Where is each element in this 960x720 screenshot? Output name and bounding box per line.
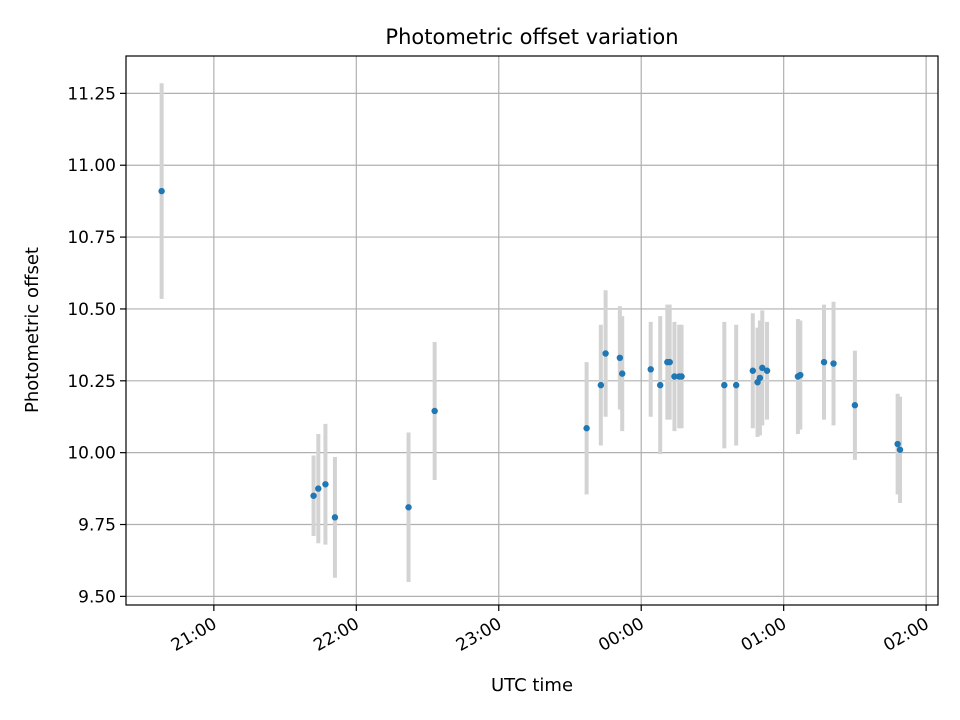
- data-point: [647, 366, 654, 373]
- data-point: [602, 350, 609, 357]
- data-point: [759, 364, 766, 372]
- y-tick-label: 10.75: [67, 228, 116, 248]
- x-axis-ticks: 21:00 22:00 23:00 00:00 01:00 02:00: [168, 605, 933, 656]
- y-tick-label: 9.75: [78, 516, 116, 536]
- error-bars: [159, 83, 903, 583]
- data-point: [894, 440, 901, 448]
- data-point: [721, 381, 728, 389]
- x-axis-title: UTC time: [491, 675, 573, 696]
- data-point: [671, 373, 678, 380]
- data-point: [763, 367, 771, 374]
- data-point: [732, 381, 740, 389]
- y-tick-label: 9.50: [78, 587, 116, 607]
- data-point: [597, 381, 605, 389]
- y-axis-title: Photometric offset: [22, 247, 43, 413]
- data-point: [431, 407, 438, 415]
- x-tick-label: 02:00: [880, 614, 932, 656]
- y-tick-label: 10.25: [67, 372, 116, 392]
- x-tick-label: 00:00: [595, 614, 647, 656]
- data-point: [158, 187, 165, 195]
- data-point: [322, 481, 329, 488]
- data-point: [405, 504, 412, 511]
- data-point: [315, 485, 322, 492]
- data-point: [830, 360, 837, 367]
- data-point: [756, 374, 764, 382]
- plot-frame: [125, 55, 939, 606]
- data-point: [583, 425, 590, 432]
- x-tick-label: 01:00: [738, 614, 790, 656]
- data-point: [616, 354, 624, 362]
- x-tick-label: 22:00: [310, 614, 362, 656]
- data-point: [331, 514, 339, 521]
- y-axis-ticks: 9.50 9.75 10.00 10.25 10.50 10.75 11.00 11.25: [67, 84, 126, 607]
- data-point: [749, 367, 757, 374]
- data-points: [158, 187, 904, 521]
- x-tick-label: 23:00: [453, 614, 505, 656]
- data-point: [797, 371, 804, 379]
- data-point: [851, 402, 859, 409]
- x-tick-label: 21:00: [168, 614, 220, 656]
- y-tick-label: 10.00: [67, 444, 116, 464]
- y-tick-label: 11.00: [67, 156, 116, 176]
- y-tick-label: 11.25: [67, 84, 116, 104]
- data-point: [310, 492, 317, 499]
- data-point: [678, 373, 685, 380]
- grid-lines: [126, 56, 938, 605]
- data-point: [896, 446, 904, 453]
- chart-title: Photometric offset variation: [385, 25, 678, 49]
- data-point: [657, 381, 664, 389]
- data-point: [619, 370, 626, 377]
- data-point: [666, 358, 673, 366]
- y-tick-label: 10.50: [67, 300, 116, 320]
- data-point: [820, 358, 828, 366]
